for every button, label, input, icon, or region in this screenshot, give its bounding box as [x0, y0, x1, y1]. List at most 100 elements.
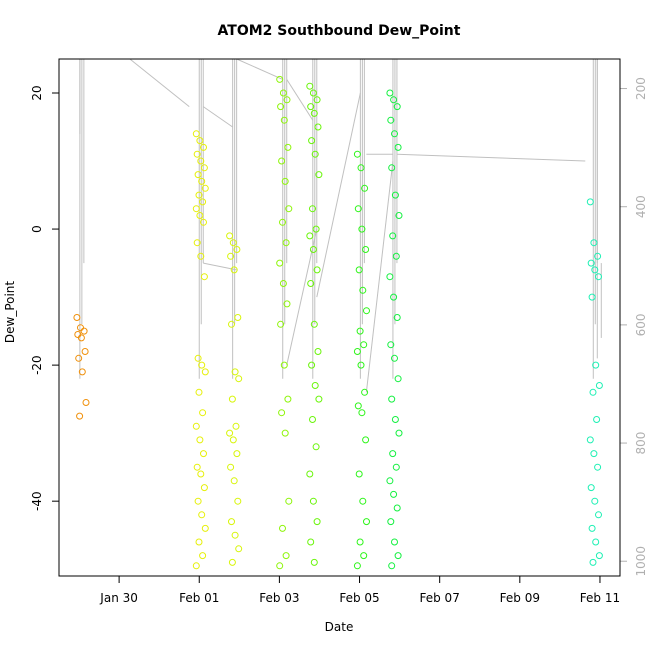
data-point: [386, 89, 394, 97]
y-tick-label: 20: [30, 85, 44, 100]
data-point: [587, 259, 595, 267]
pressure-line: [236, 58, 283, 80]
data-point: [229, 239, 237, 247]
data-point: [590, 450, 598, 458]
data-point: [279, 280, 287, 287]
data-point: [80, 327, 88, 335]
data-point: [73, 314, 81, 321]
y2-tick-label: 1000: [634, 546, 648, 577]
data-point: [195, 191, 203, 199]
plot-frame: [58, 58, 621, 577]
data-point: [389, 232, 397, 240]
data-point: [192, 562, 200, 570]
data-point: [395, 429, 403, 437]
data-point: [593, 416, 601, 423]
data-point: [356, 327, 364, 335]
data-point: [353, 150, 361, 158]
data-point: [278, 409, 286, 417]
data-point: [586, 198, 594, 206]
data-point: [393, 504, 401, 512]
data-point: [308, 361, 316, 369]
data-point: [276, 259, 284, 267]
data-point: [354, 205, 362, 213]
data-point: [592, 538, 600, 546]
data-point: [361, 184, 369, 192]
data-point: [353, 562, 361, 570]
data-point: [282, 552, 290, 560]
data-point: [387, 341, 395, 349]
y-axis-label: Dew_Point: [3, 281, 17, 344]
data-point: [196, 212, 204, 219]
data-point: [588, 293, 596, 301]
data-point: [315, 171, 323, 179]
data-point: [194, 354, 202, 362]
data-point: [200, 143, 207, 151]
data-point: [309, 205, 316, 213]
data-point: [195, 538, 203, 546]
data-point: [280, 116, 288, 124]
data-point: [595, 511, 602, 519]
data-point: [590, 239, 598, 247]
pressure-line: [365, 160, 394, 393]
y-tick-label: -20: [30, 355, 44, 375]
pressure-line: [202, 106, 233, 128]
data-point: [313, 518, 321, 526]
data-point: [201, 184, 209, 192]
data-point: [390, 96, 398, 104]
data-point: [387, 518, 395, 526]
data-point: [228, 558, 236, 566]
data-point: [394, 375, 402, 383]
data-point: [310, 320, 318, 328]
x-tick-label: Feb 05: [339, 591, 379, 605]
data-point: [391, 130, 398, 138]
data-point: [198, 361, 206, 369]
data-point: [306, 470, 314, 478]
data-point: [362, 246, 370, 253]
data-point: [391, 191, 399, 199]
data-point: [192, 130, 200, 138]
data-point: [228, 395, 236, 403]
data-point: [281, 429, 289, 437]
data-point: [307, 103, 315, 111]
data-point: [284, 395, 292, 403]
data-point: [594, 463, 602, 471]
data-point: [309, 416, 316, 423]
x-tick-label: Feb 07: [420, 591, 460, 605]
x-tick-label: Jan 30: [99, 591, 138, 605]
data-point: [196, 137, 204, 145]
data-point: [276, 75, 284, 83]
data-point: [586, 436, 594, 444]
data-point: [234, 314, 242, 321]
x-tick-label: Feb 03: [259, 591, 299, 605]
data-point: [78, 368, 86, 376]
data-point: [314, 123, 322, 131]
data-point: [196, 436, 204, 444]
data-point: [392, 463, 400, 471]
data-point: [363, 307, 370, 315]
data-point: [197, 470, 205, 478]
data-point: [362, 436, 370, 444]
data-point: [595, 382, 603, 389]
data-point: [393, 314, 401, 321]
data-point: [592, 361, 600, 369]
data-point: [230, 266, 238, 274]
data-point: [359, 497, 367, 505]
data-point: [278, 157, 286, 165]
data-point: [279, 89, 287, 97]
data-point: [82, 399, 90, 406]
data-point: [285, 205, 293, 213]
data-point: [200, 450, 207, 458]
data-point: [279, 524, 286, 532]
data-point: [358, 225, 366, 233]
data-point: [233, 246, 241, 253]
data-point: [386, 477, 394, 485]
data-point: [81, 348, 89, 355]
pressure-line: [396, 153, 586, 162]
data-point: [588, 524, 596, 532]
data-point: [310, 558, 318, 566]
data-point: [76, 412, 84, 420]
data-point: [388, 164, 396, 172]
data-point: [309, 497, 317, 505]
data-point: [589, 388, 597, 396]
data-point: [199, 409, 207, 417]
